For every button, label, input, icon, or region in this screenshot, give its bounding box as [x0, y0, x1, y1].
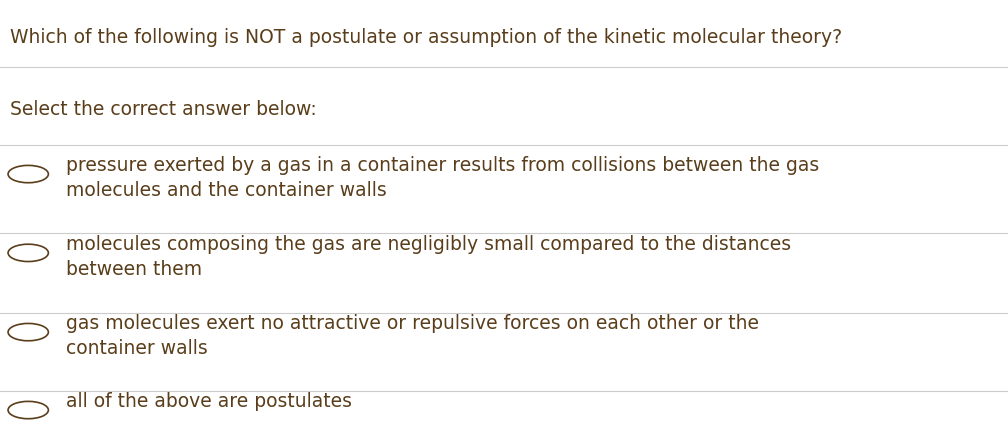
Text: all of the above are postulates: all of the above are postulates: [66, 392, 352, 411]
Text: gas molecules exert no attractive or repulsive forces on each other or the
conta: gas molecules exert no attractive or rep…: [66, 314, 758, 358]
Text: Which of the following is NOT a postulate or assumption of the kinetic molecular: Which of the following is NOT a postulat…: [10, 28, 843, 47]
Text: Select the correct answer below:: Select the correct answer below:: [10, 100, 317, 119]
Text: pressure exerted by a gas in a container results from collisions between the gas: pressure exerted by a gas in a container…: [66, 156, 818, 200]
Text: molecules composing the gas are negligibly small compared to the distances
betwe: molecules composing the gas are negligib…: [66, 235, 790, 279]
